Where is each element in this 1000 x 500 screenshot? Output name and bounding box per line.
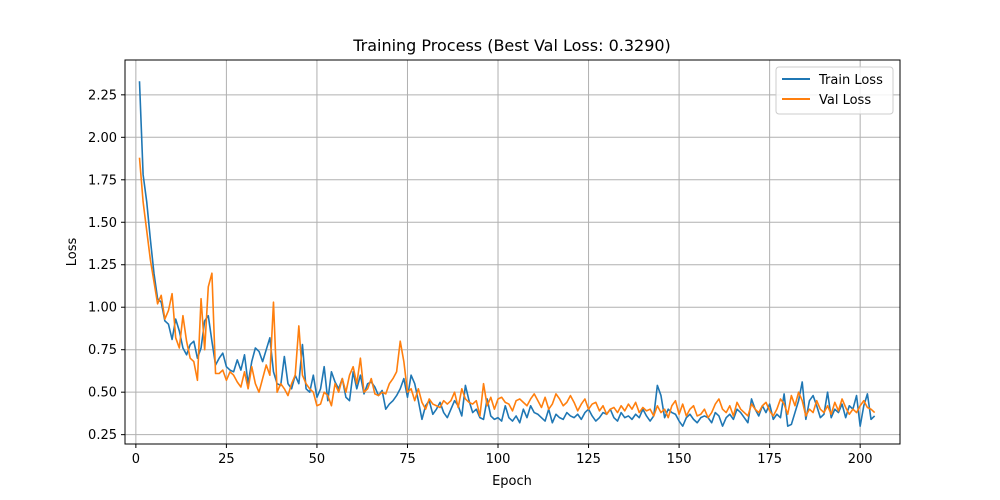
y-axis-label: Loss xyxy=(65,238,80,267)
grid xyxy=(125,60,900,444)
plot-frame xyxy=(124,59,901,445)
x-tick-label: 150 xyxy=(667,452,692,467)
x-tick-label: 125 xyxy=(576,452,601,467)
y-tick-label: 0.75 xyxy=(88,343,117,358)
x-axis-label: Epoch xyxy=(492,474,532,489)
x-axis-ticks: 0 25 50 75 100 125 150 175 200 xyxy=(132,444,873,467)
series-lines xyxy=(138,81,876,427)
y-tick-label: 1.75 xyxy=(88,173,117,188)
y-tick-label: 1.50 xyxy=(88,216,117,231)
x-tick-label: 200 xyxy=(848,452,873,467)
y-tick-label: 2.25 xyxy=(88,88,117,103)
x-tick-label: 175 xyxy=(757,452,782,467)
x-tick-label: 50 xyxy=(309,452,326,467)
x-tick-label: 0 xyxy=(132,452,140,467)
legend-label-train-loss: Train Loss xyxy=(818,73,883,88)
legend: Train Loss Val Loss xyxy=(775,66,894,115)
chart-title: Training Process (Best Val Loss: 0.3290) xyxy=(352,36,671,55)
y-axis-ticks: 0.25 0.50 0.75 1.00 1.25 1.50 1.75 2.00 2.25 xyxy=(88,88,125,443)
x-tick-label: 100 xyxy=(486,452,511,467)
y-tick-label: 0.50 xyxy=(88,386,117,401)
y-tick-label: 1.25 xyxy=(88,258,117,273)
series-line-train-loss xyxy=(138,81,876,427)
y-tick-label: 2.00 xyxy=(88,131,117,146)
y-tick-label: 1.00 xyxy=(88,301,117,316)
legend-label-val-loss: Val Loss xyxy=(819,93,871,108)
series-line-val-loss xyxy=(138,157,876,419)
y-tick-label: 0.25 xyxy=(88,428,117,443)
x-tick-label: 75 xyxy=(399,452,416,467)
x-tick-label: 25 xyxy=(218,452,235,467)
